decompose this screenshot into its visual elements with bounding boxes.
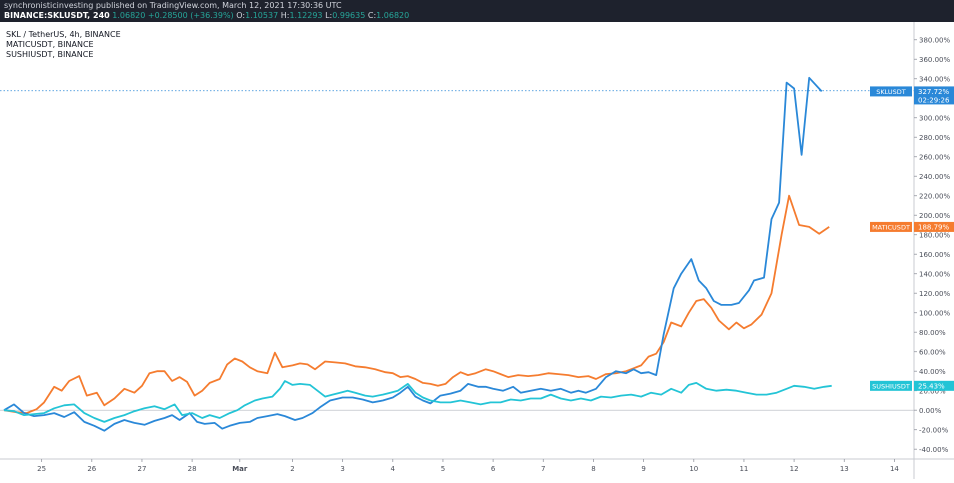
- close-label: C:: [367, 11, 377, 20]
- publisher-line: synchronisticinvesting published on Trad…: [4, 1, 342, 10]
- y-tick-label: 340.00%: [919, 76, 950, 84]
- x-tick-label: 12: [790, 465, 799, 473]
- legend-item-matic[interactable]: MATICUSDT, BINANCE: [6, 40, 94, 49]
- legend-item-sushi[interactable]: SUSHIUSDT, BINANCE: [6, 50, 94, 59]
- series-name-tag-text-sushi: SUSHIUSDT: [872, 382, 910, 390]
- y-tick-label: 160.00%: [919, 251, 950, 259]
- y-tick-label: 100.00%: [919, 310, 950, 318]
- symbol-label[interactable]: BINANCE:SKLUSDT, 240: [4, 11, 110, 20]
- series-name-tag-sushi: [870, 380, 912, 391]
- y-tick-label: 80.00%: [919, 329, 946, 337]
- series-countdown-text-skl: 02:29:26: [918, 96, 950, 104]
- y-tick-label: 300.00%: [919, 115, 950, 123]
- price-chart[interactable]: 380.00%360.00%340.00%320.00%300.00%280.0…: [0, 22, 954, 479]
- y-tick-label: 40.00%: [919, 368, 946, 376]
- y-tick-label: -40.00%: [919, 446, 949, 454]
- series-value-tag-skl: [914, 86, 954, 105]
- price-change: +0.28500 (+36.39%): [147, 11, 234, 20]
- y-tick-label: 120.00%: [919, 290, 950, 298]
- series-value-tag-text-skl: 327.72%: [918, 88, 949, 96]
- y-tick-label: 180.00%: [919, 232, 950, 240]
- x-tick-label: 4: [391, 465, 396, 473]
- x-tick-label: 5: [441, 465, 445, 473]
- x-tick-label: 28: [188, 465, 197, 473]
- open-value: 1.10537: [245, 11, 279, 20]
- last-price: 1.06820: [112, 11, 146, 20]
- x-tick-label: 27: [137, 465, 146, 473]
- x-tick-label: 10: [689, 465, 698, 473]
- y-tick-label: 360.00%: [919, 56, 950, 64]
- chart-legend: SKL / TetherUS, 4h, BINANCE MATICUSDT, B…: [6, 30, 121, 60]
- x-tick-label: 2: [290, 465, 294, 473]
- symbol-ohlc-line: BINANCE:SKLUSDT, 240 1.06820 +0.28500 (+…: [4, 11, 409, 20]
- open-label: O:: [236, 11, 246, 20]
- x-tick-label: 6: [491, 465, 496, 473]
- series-value-tag-matic: [914, 221, 954, 232]
- series-value-tag-sushi: [914, 380, 954, 391]
- y-tick-label: 220.00%: [919, 193, 950, 201]
- chart-area[interactable]: 380.00%360.00%340.00%320.00%300.00%280.0…: [0, 22, 954, 479]
- x-tick-label: 7: [541, 465, 545, 473]
- y-tick-label: 380.00%: [919, 37, 950, 45]
- x-tick-label: 14: [890, 465, 899, 473]
- y-tick-label: -20.00%: [919, 427, 949, 435]
- y-tick-label: 60.00%: [919, 349, 946, 357]
- high-value: 1.12293: [289, 11, 323, 20]
- y-tick-label: 240.00%: [919, 173, 950, 181]
- y-tick-label: 20.00%: [919, 388, 946, 396]
- high-label: H:: [280, 11, 290, 20]
- series-name-tag-matic: [870, 221, 912, 232]
- series-value-tag-text-sushi: 25.43%: [918, 382, 945, 390]
- x-tick-label: 8: [591, 465, 595, 473]
- chart-header: synchronisticinvesting published on Trad…: [0, 0, 954, 22]
- x-tick-label: 9: [641, 465, 645, 473]
- legend-item-skl[interactable]: SKL / TetherUS, 4h, BINANCE: [6, 30, 121, 39]
- x-tick-label: 13: [840, 465, 849, 473]
- x-tick-label: 11: [739, 465, 748, 473]
- series-line-matic: [3, 194, 830, 414]
- series-value-tag-text-matic: 188.79%: [918, 223, 949, 231]
- low-value: 0.99635: [332, 11, 366, 20]
- low-label: L:: [325, 11, 333, 20]
- x-tick-label: Mar: [232, 465, 248, 473]
- series-name-tag-text-skl: SKLUSDT: [876, 88, 906, 96]
- series-name-tag-text-matic: MATICUSDT: [872, 223, 910, 231]
- y-tick-label: 200.00%: [919, 212, 950, 220]
- y-tick-label: 0.00%: [919, 407, 942, 415]
- y-tick-label: 260.00%: [919, 154, 950, 162]
- x-tick-label: 3: [340, 465, 344, 473]
- series-name-tag-skl: [870, 86, 912, 97]
- close-value: 1.06820: [376, 11, 410, 20]
- x-tick-label: 25: [37, 465, 46, 473]
- y-tick-label: 280.00%: [919, 134, 950, 142]
- series-line-sushi: [3, 380, 832, 423]
- x-tick-label: 26: [87, 465, 96, 473]
- series-line-skl: [3, 76, 823, 432]
- y-tick-label: 140.00%: [919, 271, 950, 279]
